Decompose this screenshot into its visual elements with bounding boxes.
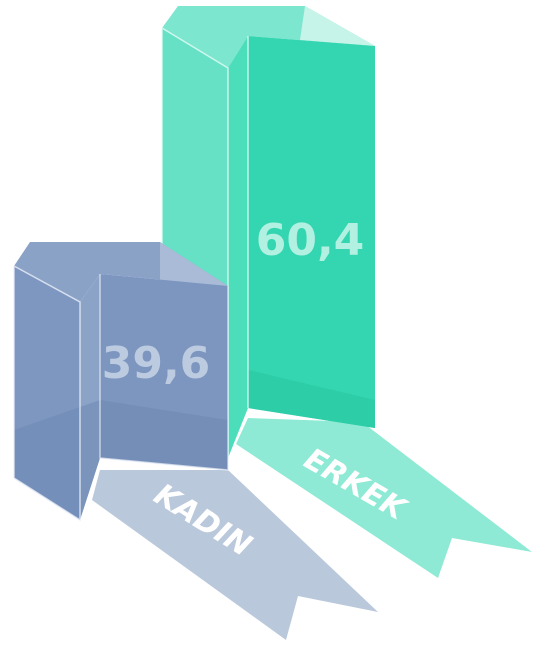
bar-erkek-fold-panel [228, 36, 248, 458]
bar-erkek-bottom [248, 370, 375, 428]
bar-erkek-top-right [300, 6, 375, 46]
bar-kadin [13, 242, 229, 522]
value-label-kadin: 39,6 [102, 338, 211, 389]
bar-kadin-top-right [160, 242, 228, 286]
ribbon-erkek [236, 418, 532, 578]
ribbon-kadin [92, 470, 378, 640]
bar-kadin-bottom [14, 400, 228, 520]
bar-erkek-front-panel [248, 36, 375, 428]
value-label-erkek: 60,4 [256, 215, 365, 266]
